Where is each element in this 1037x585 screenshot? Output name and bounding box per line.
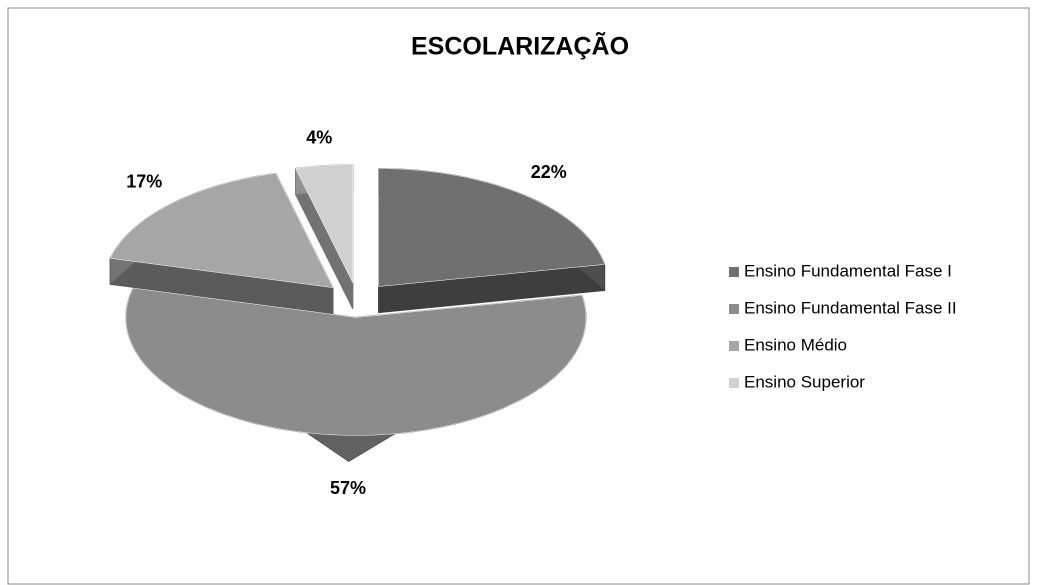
legend-swatch xyxy=(729,378,739,388)
legend-swatch xyxy=(729,341,739,351)
value-label: 4% xyxy=(306,128,332,148)
legend-swatch xyxy=(729,267,739,277)
value-label: 22% xyxy=(531,162,567,182)
pie-slice xyxy=(125,287,587,436)
pie-slice xyxy=(295,164,353,283)
pie-tops xyxy=(109,164,605,436)
chart-title: ESCOLARIZAÇÃO xyxy=(411,31,629,61)
legend-label: Ensino Fundamental Fase I xyxy=(744,261,952,280)
pie-slice xyxy=(109,173,334,288)
legend-label: Ensino Superior xyxy=(744,372,865,391)
legend-label: Ensino Médio xyxy=(744,335,847,354)
value-label: 17% xyxy=(126,172,162,192)
value-label: 57% xyxy=(330,478,366,498)
legend: Ensino Fundamental Fase I Ensino Fundamen… xyxy=(729,261,957,391)
pie-slice xyxy=(378,168,605,287)
value-labels: 22% 57% 17% 4% xyxy=(126,128,566,498)
legend-label: Ensino Fundamental Fase II xyxy=(744,298,957,317)
legend-swatch xyxy=(729,304,739,314)
